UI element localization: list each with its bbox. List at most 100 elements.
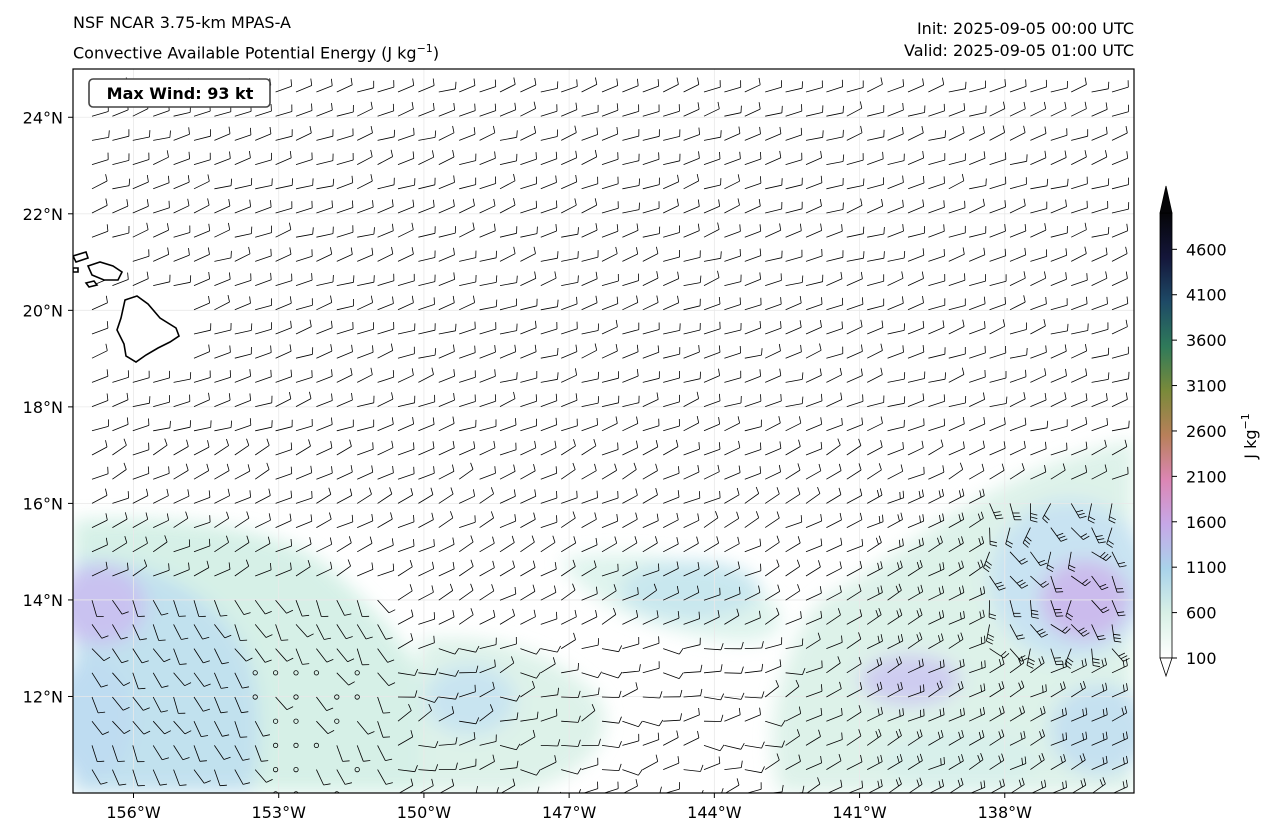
wind-barb	[459, 127, 476, 141]
wind-barb	[826, 487, 842, 504]
wind-barb	[1091, 150, 1108, 165]
wind-barb	[214, 794, 226, 810]
wind-barb	[1067, 551, 1076, 572]
wind-barb	[785, 439, 801, 456]
wind-barb	[377, 672, 396, 686]
wind-barb	[336, 275, 355, 286]
wind-barb	[948, 560, 964, 577]
wind-barb	[91, 513, 108, 528]
wind-barb	[1070, 527, 1090, 540]
wind-barb	[1091, 200, 1109, 214]
wind-barb	[132, 199, 149, 214]
wind-barb	[357, 465, 374, 480]
wind-barb	[336, 200, 354, 214]
wind-barb	[1091, 322, 1109, 335]
wind-barb	[214, 438, 229, 456]
wind-barb	[336, 128, 354, 141]
wind-barb	[459, 489, 475, 504]
wind-barb	[152, 672, 169, 688]
wind-barb	[703, 756, 721, 770]
wind-barb	[234, 559, 250, 577]
wind-barb	[173, 745, 190, 761]
wind-barb	[499, 694, 521, 702]
wind-barb	[561, 739, 581, 747]
wind-barb	[173, 225, 191, 238]
wind-barb	[193, 129, 211, 141]
wind-barb	[153, 488, 169, 504]
wind-barb	[336, 769, 352, 785]
wind-barb	[948, 347, 966, 359]
wind-barb	[561, 275, 579, 286]
wind-barb	[948, 441, 965, 456]
wind-barb	[969, 440, 985, 456]
colorbar-ramp	[1159, 212, 1173, 659]
wind-barb	[846, 319, 863, 335]
wind-barb	[397, 584, 413, 601]
wind-barb	[214, 562, 231, 577]
wind-barb	[724, 692, 745, 700]
wind-barb	[826, 656, 841, 674]
wind-barb	[234, 418, 252, 432]
wind-barb	[438, 737, 458, 746]
wind-barb	[561, 662, 579, 674]
wind-barb	[91, 600, 104, 617]
wind-barb	[989, 79, 1006, 93]
wind-barb	[1071, 417, 1088, 432]
wind-barb	[969, 247, 986, 262]
wind-barb	[826, 271, 843, 286]
wind-barb	[581, 127, 598, 141]
wind-barb	[867, 251, 885, 262]
wind-barb	[928, 488, 944, 504]
wind-barb	[846, 705, 862, 722]
wind-barb	[928, 103, 945, 117]
wind-barb	[397, 295, 414, 311]
wind-barb	[1010, 777, 1025, 793]
wind-barb	[356, 745, 371, 762]
wind-barb	[438, 247, 455, 262]
wind-barb	[744, 272, 761, 286]
wind-barb	[785, 127, 803, 141]
wind-barb	[1050, 178, 1069, 190]
wind-barb	[152, 720, 171, 735]
wind-barb	[1009, 648, 1028, 662]
wind-barb	[316, 600, 329, 617]
wind-barb	[193, 271, 210, 286]
wind-barb	[785, 729, 800, 746]
wind-barb	[765, 740, 785, 748]
wind-barb	[581, 638, 599, 649]
wind-barb	[234, 624, 248, 641]
wind-barb	[418, 466, 435, 480]
wind-barb	[1091, 296, 1108, 311]
wind-barb	[663, 490, 680, 504]
wind-barb	[91, 537, 108, 553]
wind-barb	[540, 535, 556, 553]
wind-barb	[418, 367, 434, 383]
wind-barb	[1030, 201, 1048, 214]
wind-barb	[1030, 441, 1047, 456]
wind-barb	[377, 417, 394, 432]
graticule	[73, 69, 1134, 793]
colorbar-tick-label: 3600	[1186, 331, 1227, 350]
wind-barb	[275, 648, 294, 662]
wind-barb	[438, 175, 455, 190]
wind-barb	[418, 764, 439, 772]
wind-barb	[601, 273, 619, 286]
wind-barb	[132, 648, 149, 664]
cape-shading	[73, 69, 1134, 810]
wind-barb	[887, 583, 902, 601]
wind-barb	[173, 769, 187, 786]
wind-barb	[1050, 150, 1067, 165]
wind-barb	[479, 487, 494, 504]
wind-barb	[1050, 681, 1066, 698]
wind-barb	[397, 323, 416, 335]
field-title-close: )	[432, 43, 440, 63]
wind-barb	[561, 767, 582, 775]
wind-barb	[846, 512, 863, 528]
longitude-tick-marks	[133, 793, 1006, 798]
wind-barb	[928, 320, 945, 335]
wind-barb	[153, 175, 170, 190]
wind-barb	[622, 488, 638, 504]
wind-barb	[295, 103, 313, 117]
wind-barb	[254, 599, 272, 615]
wind-barb	[499, 636, 517, 649]
